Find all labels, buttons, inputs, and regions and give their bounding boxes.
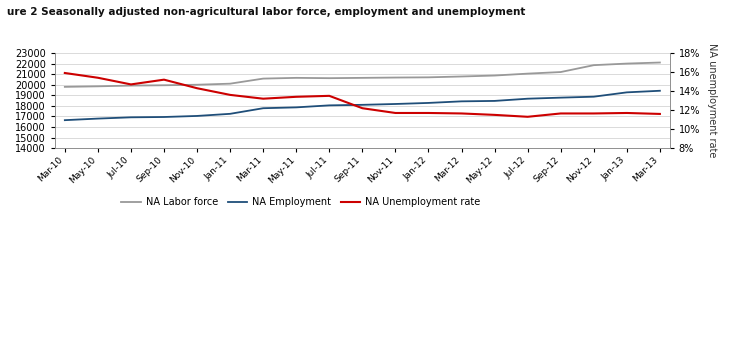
NA Employment bbox=[127, 115, 135, 119]
NA Employment bbox=[655, 89, 664, 93]
NA Labor force bbox=[259, 76, 268, 81]
NA Employment bbox=[622, 90, 631, 95]
NA Unemployment rate bbox=[325, 94, 334, 98]
NA Labor force bbox=[193, 83, 201, 87]
NA Employment bbox=[358, 103, 367, 107]
NA Employment bbox=[94, 117, 102, 121]
NA Unemployment rate bbox=[490, 113, 499, 117]
NA Unemployment rate bbox=[556, 112, 565, 116]
NA Unemployment rate bbox=[259, 97, 268, 101]
NA Unemployment rate bbox=[589, 112, 598, 116]
NA Labor force bbox=[523, 72, 532, 76]
NA Unemployment rate bbox=[391, 111, 400, 115]
NA Unemployment rate bbox=[458, 112, 466, 116]
NA Employment bbox=[193, 114, 201, 118]
NA Unemployment rate bbox=[127, 82, 135, 86]
NA Employment bbox=[556, 96, 565, 100]
NA Labor force bbox=[490, 73, 499, 78]
NA Labor force bbox=[358, 76, 367, 80]
NA Employment bbox=[458, 99, 466, 103]
NA Labor force bbox=[622, 62, 631, 66]
Line: NA Employment: NA Employment bbox=[65, 91, 660, 120]
NA Labor force bbox=[391, 75, 400, 80]
Legend: NA Labor force, NA Employment, NA Unemployment rate: NA Labor force, NA Employment, NA Unempl… bbox=[118, 193, 484, 211]
NA Employment bbox=[61, 118, 70, 122]
NA Unemployment rate bbox=[358, 106, 367, 110]
NA Unemployment rate bbox=[523, 115, 532, 119]
NA Employment bbox=[424, 101, 433, 105]
NA Unemployment rate bbox=[655, 112, 664, 116]
NA Unemployment rate bbox=[61, 71, 70, 75]
NA Unemployment rate bbox=[292, 95, 301, 99]
Y-axis label: NA unemployment rate: NA unemployment rate bbox=[707, 44, 717, 158]
NA Labor force bbox=[94, 84, 102, 88]
NA Employment bbox=[292, 105, 301, 109]
NA Labor force bbox=[61, 85, 70, 89]
NA Unemployment rate bbox=[225, 93, 234, 97]
NA Unemployment rate bbox=[424, 111, 433, 115]
NA Employment bbox=[490, 99, 499, 103]
NA Labor force bbox=[424, 75, 433, 79]
NA Employment bbox=[225, 112, 234, 116]
Line: NA Unemployment rate: NA Unemployment rate bbox=[65, 73, 660, 117]
NA Labor force bbox=[225, 82, 234, 86]
NA Employment bbox=[259, 106, 268, 110]
NA Unemployment rate bbox=[94, 76, 102, 80]
NA Labor force bbox=[292, 76, 301, 80]
Text: ure 2 Seasonally adjusted non-agricultural labor force, employment and unemploym: ure 2 Seasonally adjusted non-agricultur… bbox=[7, 7, 526, 17]
NA Labor force bbox=[589, 63, 598, 67]
NA Labor force bbox=[127, 84, 135, 88]
NA Employment bbox=[589, 95, 598, 99]
NA Unemployment rate bbox=[160, 78, 168, 82]
NA Employment bbox=[160, 115, 168, 119]
NA Employment bbox=[523, 97, 532, 101]
NA Employment bbox=[391, 102, 400, 106]
Line: NA Labor force: NA Labor force bbox=[65, 63, 660, 87]
NA Labor force bbox=[458, 74, 466, 79]
NA Labor force bbox=[556, 70, 565, 74]
NA Labor force bbox=[160, 83, 168, 87]
NA Labor force bbox=[655, 61, 664, 65]
NA Unemployment rate bbox=[193, 86, 201, 90]
NA Employment bbox=[325, 103, 334, 107]
NA Labor force bbox=[325, 76, 334, 80]
NA Unemployment rate bbox=[622, 111, 631, 115]
